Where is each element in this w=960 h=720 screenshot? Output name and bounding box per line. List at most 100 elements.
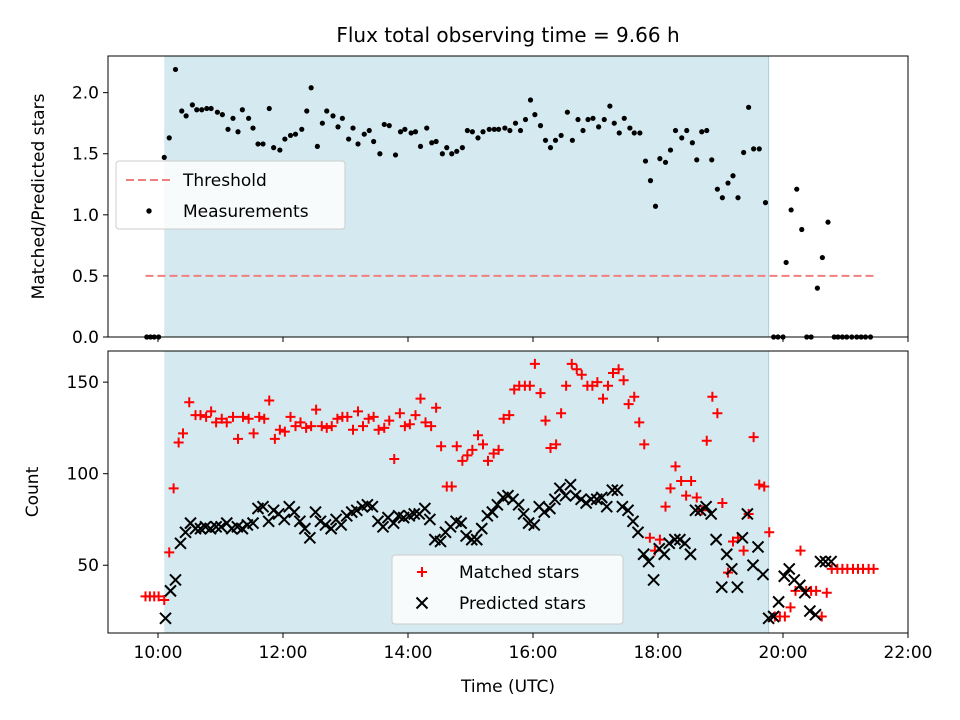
measurement-point [225,126,231,132]
matched-star-point [535,388,546,399]
matched-star-point [285,411,296,422]
matched-star-point [493,444,504,455]
matched-star-point [321,422,332,433]
measurement-point [496,126,502,132]
matched-star-point [670,461,681,472]
predicted-star-point [746,559,760,572]
predicted-star-point [569,489,582,502]
predicted-star-point [606,483,619,497]
measurement-point [607,103,613,109]
measurement-point [486,126,492,132]
y-tick-label: 100 [67,465,99,485]
predicted-star-point [559,489,572,502]
matched-star-point [274,424,285,435]
matched-star-point [529,358,540,369]
matched-star-point [373,424,384,435]
measurement-point [439,151,445,157]
matched-star-point [264,395,275,406]
measurement-point [585,116,591,123]
measurement-point [627,125,633,131]
measurement-point [480,129,486,135]
matched-star-point [295,417,306,428]
matched-star-point [201,411,212,422]
matched-star-point [184,397,195,408]
predicted-star-point [621,504,635,517]
measurement-point [794,186,800,192]
predicted-star-point [584,493,598,506]
predicted-star-point [694,504,707,517]
predicted-star-point [637,548,650,561]
measurement-point [491,126,497,132]
measurement-point [339,115,345,121]
measurement-point [502,125,508,131]
matched-star-point [394,408,405,419]
measurement-point [590,115,596,121]
measurement-point [657,156,663,162]
measurement-point [429,140,435,146]
measurement-point [366,127,372,134]
matched-star-point [686,476,697,487]
predicted-star-point [169,573,182,587]
measurement-point [235,129,241,135]
matched-stars-legend-marker [417,567,427,577]
chart-title: Flux total observing time = 9.66 h [336,23,679,47]
predicted-star-point [470,533,483,546]
measurement-point [522,116,529,123]
measurement-point [179,108,185,114]
predicted-star-point [631,526,645,539]
measurement-point [412,129,419,135]
predicted-star-point [824,555,838,568]
measurement-point [719,195,725,201]
predicted-star-point [647,573,660,587]
predicted-star-point [366,500,379,513]
y-tick-label: 1.5 [72,145,99,165]
predicted-star-point [684,548,697,561]
measurement-point [552,137,559,143]
predicted-star-point [214,520,228,533]
predicted-star-point [736,531,749,544]
matched-star-point [259,413,270,424]
matched-star-point [571,364,582,375]
matched-star-point [566,358,577,369]
matched-star-point [639,439,650,450]
matched-star-point [764,527,775,538]
measurement-point [392,152,399,158]
measurement-point [616,130,622,136]
measurement-point [335,124,341,130]
predicted-star-point [293,515,307,528]
measurement-point [449,151,455,157]
predicted-star-point [486,505,499,519]
measurement-point [575,116,581,123]
predicted-star-point [324,522,338,535]
measurement-point [788,207,794,213]
measurement-point [189,102,195,108]
matched-star-point [592,377,603,388]
predicted-star-point [334,518,348,532]
measurement-point [292,131,299,137]
matched-star-point [524,380,535,391]
predicted-star-point [350,504,363,517]
matched-star-point [358,421,368,432]
measurement-point [527,97,534,103]
x-tick-label: 16:00 [509,643,558,663]
measurement-point [507,127,513,134]
matched-star-point [603,380,613,391]
measurement-point [314,143,320,150]
measurement-point [564,109,570,115]
measurement-point [672,127,679,134]
matched-star-point [316,421,327,432]
count-y-axis-label: Count [23,466,43,517]
predicted-star-point [663,537,676,550]
measurement-point [308,85,314,91]
x-tick-label: 12:00 [259,643,308,663]
matched-star-point [576,369,587,380]
matched-star-point [551,439,562,450]
measurement-point [208,105,214,112]
measurement-point [230,115,236,121]
x-tick-label: 22:00 [884,643,933,663]
measurement-point [304,108,310,114]
predicted-star-point [668,533,682,546]
measurement-point [214,109,220,115]
matched-star-point [634,417,645,428]
